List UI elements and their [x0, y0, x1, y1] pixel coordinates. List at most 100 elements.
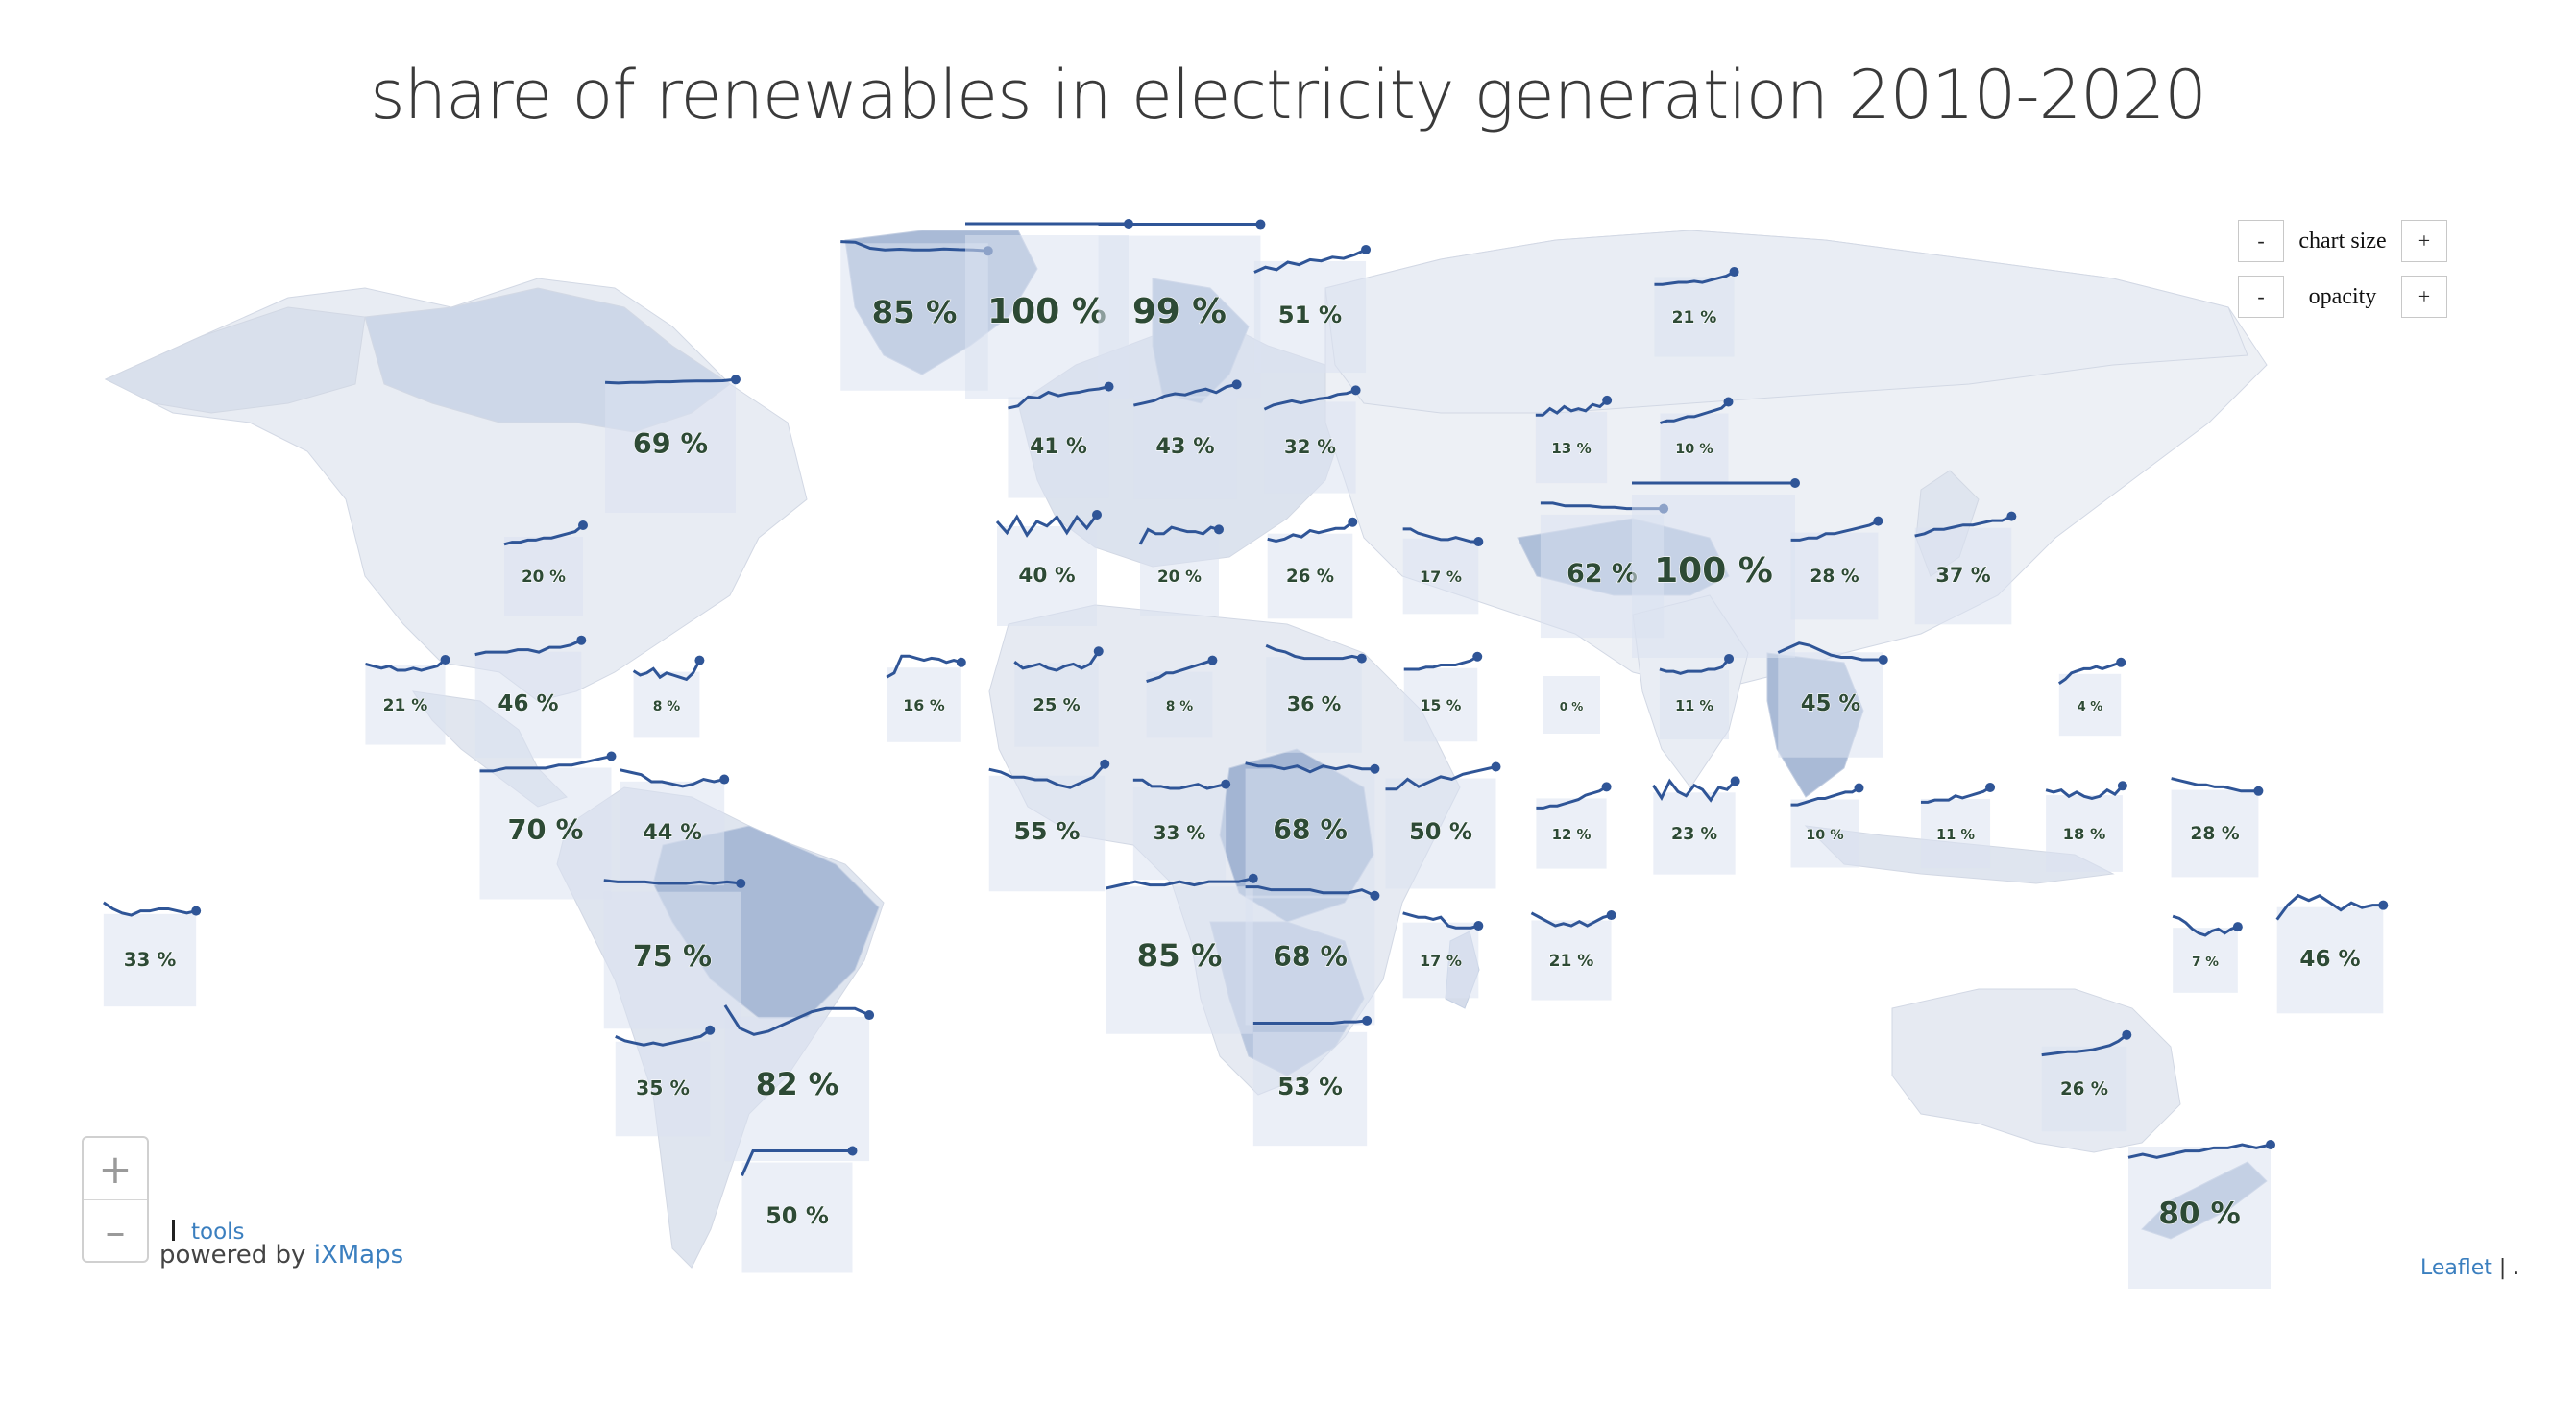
country-marker[interactable]: 85 % — [840, 240, 993, 391]
marker-box — [1098, 235, 1261, 399]
country-marker[interactable]: 21 % — [1530, 910, 1616, 1001]
country-marker[interactable]: 43 % — [1133, 379, 1242, 499]
country-marker[interactable]: 70 % — [479, 751, 617, 900]
trend-line — [1245, 761, 1375, 774]
country-marker[interactable]: 0 % — [1543, 676, 1600, 734]
trend-line — [1385, 765, 1496, 791]
trend-line — [840, 240, 988, 253]
country-marker[interactable]: 68 % — [1245, 885, 1380, 1026]
map-title: share of renewables in electricity gener… — [370, 56, 2207, 134]
country-marker[interactable]: 68 % — [1245, 761, 1380, 899]
marker-box — [2046, 795, 2123, 872]
trend-end-dot — [1472, 651, 1483, 662]
trend-end-dot — [1100, 759, 1110, 769]
trend-line — [620, 768, 725, 788]
country-marker[interactable]: 8 % — [632, 655, 705, 738]
country-marker[interactable]: 50 % — [1385, 761, 1501, 889]
country-marker[interactable]: 46 % — [2275, 893, 2389, 1014]
country-marker[interactable]: 7 % — [2172, 914, 2243, 993]
land-alaska — [104, 306, 366, 414]
country-marker[interactable]: 15 % — [1403, 651, 1483, 742]
country-marker[interactable]: 55 % — [988, 759, 1110, 892]
country-marker[interactable]: 28 % — [1790, 516, 1883, 620]
country-marker[interactable]: 26 % — [2041, 1029, 2132, 1132]
country-marker[interactable]: 99 % — [1098, 219, 1266, 399]
marker-box — [1920, 798, 1991, 869]
marker-box — [1403, 667, 1478, 742]
marker-value-label: 99 % — [1132, 292, 1227, 331]
opacity-increase-button[interactable]: + — [2401, 276, 2447, 318]
leaflet-link[interactable]: Leaflet — [2420, 1256, 2492, 1280]
trend-end-dot — [2266, 1139, 2275, 1149]
trend-end-dot — [1606, 910, 1616, 921]
country-marker[interactable]: 45 % — [1777, 641, 1888, 758]
trend-end-dot — [694, 655, 705, 665]
country-marker[interactable]: 28 % — [2171, 777, 2264, 878]
ixmaps-link[interactable]: iXMaps — [313, 1241, 404, 1269]
marker-box — [1654, 277, 1735, 357]
country-marker[interactable]: 8 % — [1146, 655, 1218, 738]
opacity-decrease-button[interactable]: - — [2238, 276, 2284, 318]
marker-box — [997, 526, 1097, 626]
country-marker[interactable]: 26 % — [1267, 517, 1358, 619]
trend-end-dot — [864, 1010, 875, 1021]
country-marker[interactable]: 20 % — [503, 520, 588, 616]
trend-end-dot — [730, 375, 741, 385]
country-marker[interactable]: 4 % — [2057, 657, 2126, 737]
marker-box — [1106, 886, 1253, 1034]
country-marker[interactable]: 12 % — [1536, 782, 1612, 869]
country-marker[interactable]: 69 % — [604, 375, 741, 513]
country-marker[interactable]: 21 % — [365, 655, 450, 745]
zoom-in-button[interactable]: + — [84, 1138, 147, 1200]
trend-end-dot — [1473, 537, 1484, 547]
country-marker[interactable]: 100 % — [1632, 478, 1800, 658]
country-marker[interactable]: 21 % — [1654, 267, 1739, 357]
country-marker[interactable]: 51 % — [1253, 244, 1372, 374]
marker-box — [605, 382, 736, 513]
country-marker[interactable]: 75 % — [603, 878, 746, 1029]
marker-value-label: 21 % — [1672, 308, 1717, 327]
zoom-out-button[interactable]: – — [105, 1207, 126, 1255]
country-marker[interactable]: 36 % — [1265, 643, 1367, 753]
country-marker[interactable]: 16 % — [886, 654, 966, 742]
country-marker[interactable]: 85 % — [1105, 873, 1258, 1034]
marker-box — [615, 1041, 711, 1137]
marker-box — [1146, 671, 1213, 738]
trend-line — [1652, 778, 1737, 803]
country-marker[interactable]: 13 % — [1535, 395, 1613, 484]
marker-box — [1133, 396, 1237, 499]
country-marker[interactable]: 23 % — [1652, 776, 1740, 875]
trend-line — [1402, 911, 1479, 930]
country-marker[interactable]: 33 % — [103, 901, 202, 1007]
country-marker[interactable]: 80 % — [2127, 1139, 2275, 1289]
trend-line — [1920, 786, 1991, 804]
country-marker[interactable]: 33 % — [1132, 778, 1231, 881]
country-marker[interactable]: 10 % — [1660, 397, 1734, 482]
tools-link[interactable]: tools — [191, 1220, 245, 1245]
country-marker[interactable]: 10 % — [1790, 783, 1864, 868]
country-marker[interactable]: 32 % — [1263, 385, 1361, 494]
country-marker[interactable]: 46 % — [474, 635, 587, 759]
country-marker[interactable]: 25 % — [1013, 646, 1104, 747]
country-marker[interactable]: 20 % — [1138, 524, 1224, 616]
country-marker[interactable]: 18 % — [2045, 781, 2127, 872]
country-marker[interactable]: 50 % — [741, 1146, 858, 1273]
country-marker[interactable]: 82 % — [723, 1004, 875, 1162]
trend-end-dot — [1723, 397, 1734, 407]
country-marker[interactable]: 37 % — [1914, 511, 2017, 625]
country-marker[interactable]: 17 % — [1402, 527, 1484, 615]
country-marker[interactable]: 35 % — [615, 1025, 716, 1137]
marker-value-label: 41 % — [1030, 435, 1087, 459]
country-marker[interactable]: 53 % — [1252, 1015, 1373, 1147]
chart-size-increase-button[interactable]: + — [2401, 220, 2447, 262]
chart-size-decrease-button[interactable]: - — [2238, 220, 2284, 262]
country-marker[interactable]: 41 % — [1008, 381, 1114, 498]
marker-box — [2041, 1046, 2127, 1132]
country-marker[interactable]: 40 % — [995, 510, 1102, 626]
country-marker[interactable]: 44 % — [620, 768, 730, 886]
marker-box — [1267, 533, 1353, 619]
country-marker[interactable]: 11 % — [1920, 782, 1996, 869]
country-marker[interactable]: 17 % — [1402, 911, 1484, 999]
country-marker[interactable]: 11 % — [1659, 653, 1735, 740]
